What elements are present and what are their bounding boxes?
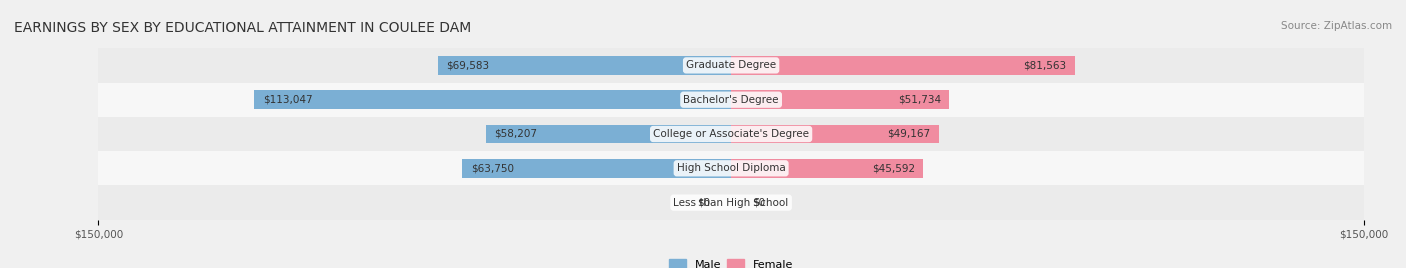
- Text: Bachelor's Degree: Bachelor's Degree: [683, 95, 779, 105]
- Text: EARNINGS BY SEX BY EDUCATIONAL ATTAINMENT IN COULEE DAM: EARNINGS BY SEX BY EDUCATIONAL ATTAINMEN…: [14, 21, 471, 35]
- Text: $81,563: $81,563: [1024, 60, 1067, 70]
- Text: $113,047: $113,047: [263, 95, 312, 105]
- Text: Less than High School: Less than High School: [673, 198, 789, 208]
- Text: $51,734: $51,734: [898, 95, 941, 105]
- Text: Source: ZipAtlas.com: Source: ZipAtlas.com: [1281, 21, 1392, 31]
- Bar: [98, 117, 1364, 151]
- Text: Graduate Degree: Graduate Degree: [686, 60, 776, 70]
- Text: $45,592: $45,592: [872, 163, 915, 173]
- Bar: [731, 159, 924, 178]
- Text: $58,207: $58,207: [494, 129, 537, 139]
- Text: $69,583: $69,583: [446, 60, 489, 70]
- Bar: [463, 159, 731, 178]
- Bar: [731, 90, 949, 109]
- Text: College or Associate's Degree: College or Associate's Degree: [654, 129, 808, 139]
- Bar: [485, 125, 731, 143]
- Bar: [98, 83, 1364, 117]
- Text: $49,167: $49,167: [887, 129, 931, 139]
- Text: $63,750: $63,750: [471, 163, 513, 173]
- Bar: [98, 185, 1364, 220]
- Bar: [98, 151, 1364, 185]
- Bar: [98, 48, 1364, 83]
- Text: High School Diploma: High School Diploma: [676, 163, 786, 173]
- Bar: [254, 90, 731, 109]
- Text: $0: $0: [697, 198, 710, 208]
- Bar: [437, 56, 731, 75]
- Text: $0: $0: [752, 198, 765, 208]
- Legend: Male, Female: Male, Female: [665, 255, 797, 268]
- Bar: [731, 56, 1076, 75]
- Bar: [731, 125, 939, 143]
